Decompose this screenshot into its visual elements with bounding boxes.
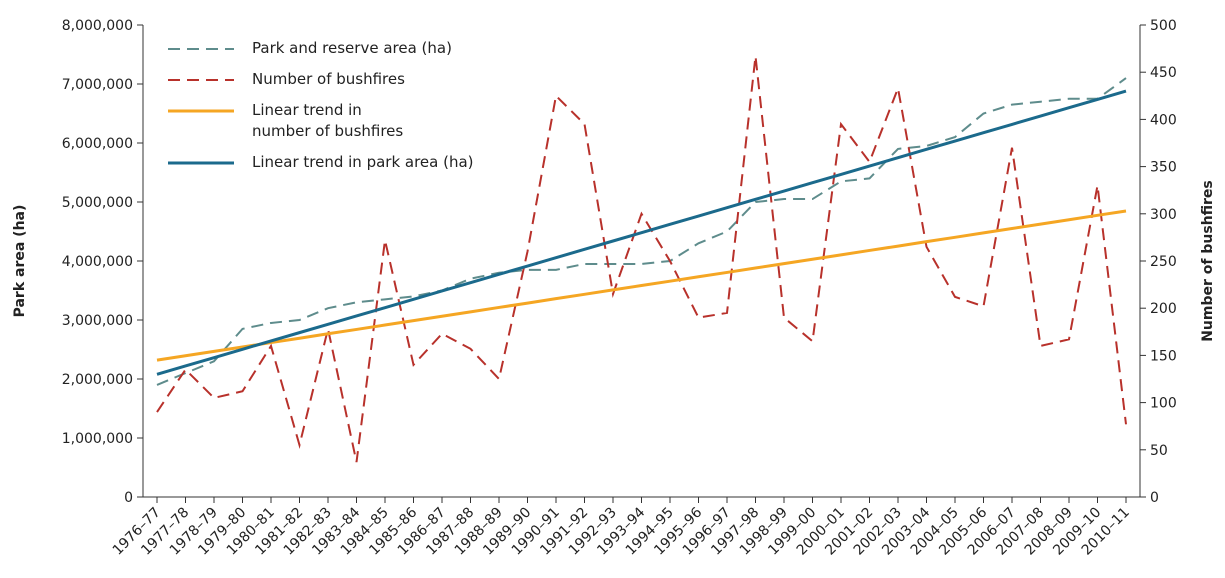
legend-item: Number of bushfires (168, 69, 474, 90)
y2-tick-label: 250 (1150, 254, 1177, 270)
series-line (156, 89, 1127, 376)
y2-tick-label: 450 (1150, 65, 1177, 81)
y-tick-label: 3,000,000 (62, 313, 133, 329)
series-line (156, 209, 1127, 362)
series-line (156, 77, 1127, 386)
legend-swatch (168, 48, 234, 50)
legend-swatch (168, 109, 234, 113)
y2-tick-label: 300 (1150, 207, 1177, 223)
y2-tick-label: 350 (1150, 160, 1177, 176)
y2-tick-label: 0 (1150, 490, 1159, 506)
y-tick-label: 7,000,000 (62, 77, 133, 93)
legend-label: Linear trend in number of bushfires (252, 101, 404, 140)
y-tick-label: 2,000,000 (62, 372, 133, 388)
legend-item: Park and reserve area (ha) (168, 38, 474, 59)
y-tick-label: 1,000,000 (62, 431, 133, 447)
legend-label: Park and reserve area (ha) (252, 39, 452, 57)
y2-tick-label: 150 (1150, 348, 1177, 364)
legend-swatch (168, 79, 234, 81)
legend-item: Linear trend in number of bushfires (168, 100, 474, 142)
y2-tick-label: 50 (1150, 443, 1168, 459)
y-tick-label: 8,000,000 (62, 18, 133, 34)
y2-tick-label: 500 (1150, 18, 1177, 34)
legend-label: Linear trend in park area (ha) (252, 153, 474, 171)
y-tick-label: 5,000,000 (62, 195, 133, 211)
legend: Park and reserve area (ha) Number of bush… (168, 38, 474, 183)
legend-label: Number of bushfires (252, 70, 405, 88)
legend-swatch (168, 161, 234, 165)
y2-tick-label: 100 (1150, 396, 1177, 412)
y-tick-label: 0 (124, 490, 133, 506)
series-line (156, 56, 1127, 463)
y-axis-title: Park area (ha) (12, 205, 28, 318)
y-tick-label: 6,000,000 (62, 136, 133, 152)
legend-item: Linear trend in park area (ha) (168, 152, 474, 173)
y2-axis-title: Number of bushfires (1200, 180, 1216, 342)
y2-tick-label: 200 (1150, 301, 1177, 317)
y-tick-label: 4,000,000 (62, 254, 133, 270)
y2-tick-label: 400 (1150, 112, 1177, 128)
